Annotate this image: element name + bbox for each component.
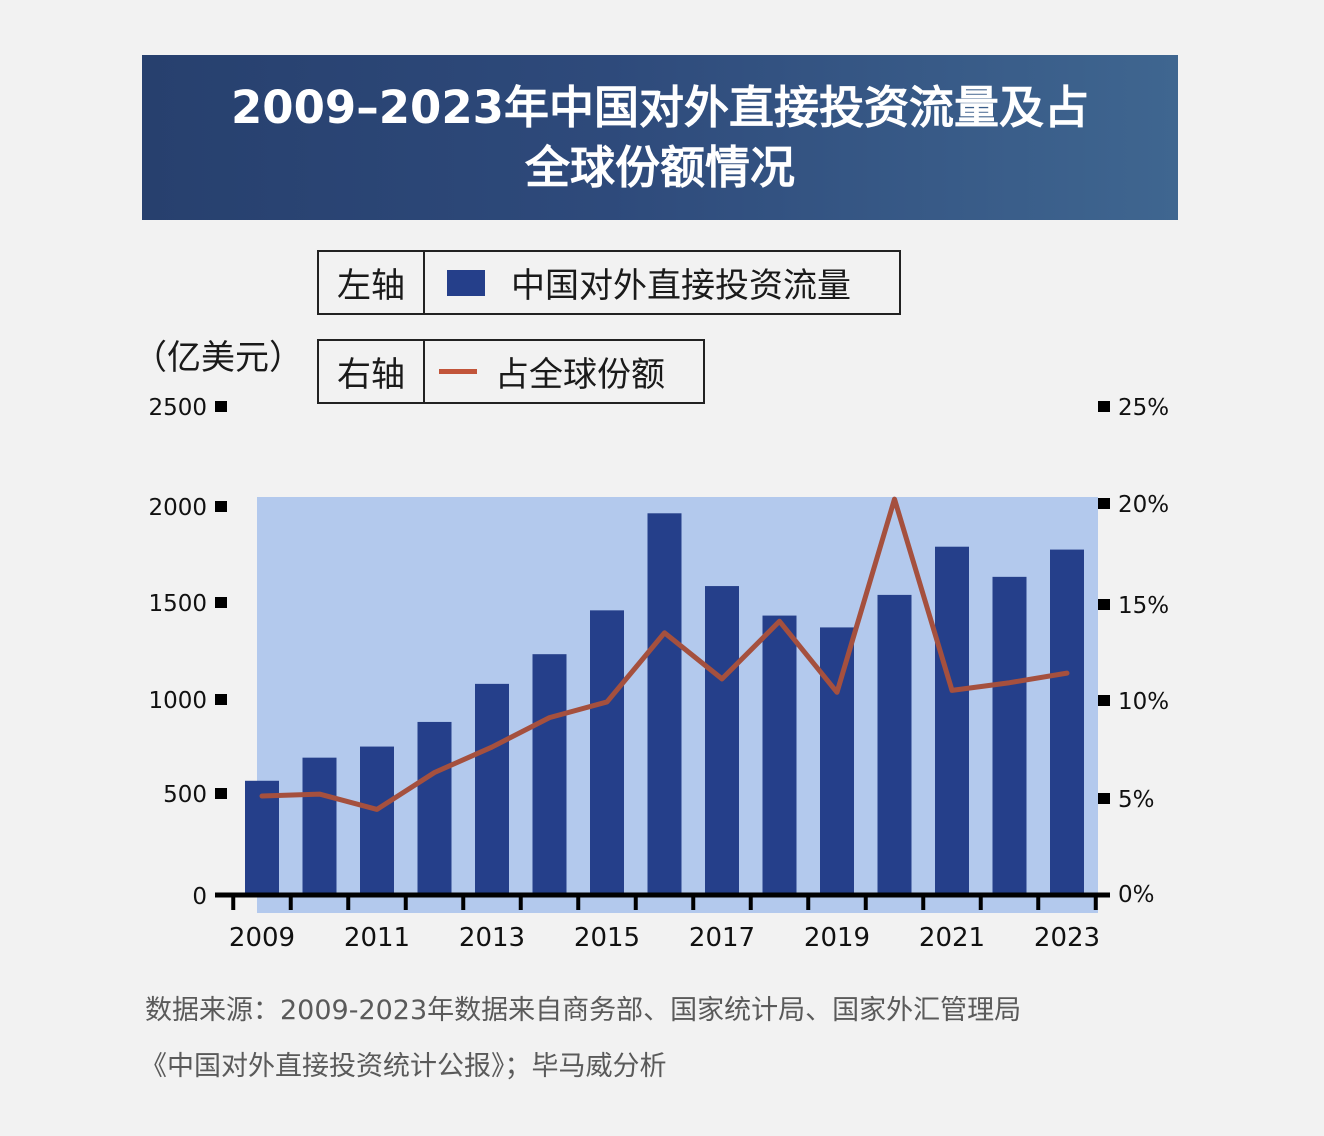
legend-bar-series: 中国对外直接投资流量 <box>425 252 871 313</box>
x-tick-label: 2009 <box>229 923 295 953</box>
source-line2: 《中国对外直接投资统计公报》；毕马威分析 <box>140 1051 667 1082</box>
left-tick-label: 2000 <box>148 495 207 521</box>
bar-2015 <box>590 610 624 895</box>
legend-right-axis-label: 右轴 <box>319 341 425 402</box>
chart-title-line1: 2009–2023年中国对外直接投资流量及占 <box>231 80 1089 134</box>
bar-2021 <box>935 546 969 895</box>
bar-series-group <box>245 513 1084 895</box>
legend-right-axis: 右轴 占全球份额 <box>317 339 705 404</box>
source-line1: 数据来源：2009-2023年数据来自商务部、国家统计局、国家外汇管理局 <box>145 995 1022 1026</box>
x-axis-ticks: 2009 2011 2013 2015 2017 2019 2021 2023 <box>229 895 1100 953</box>
legend-left-axis: 左轴 中国对外直接投资流量 <box>317 250 901 315</box>
legend-line-series-label: 占全球份额 <box>495 355 665 395</box>
right-tick-mark <box>1098 695 1110 706</box>
line-swatch-icon <box>439 369 477 374</box>
left-tick-label: 0 <box>192 884 207 910</box>
left-tick-mark <box>215 597 227 608</box>
bar-2018 <box>762 615 797 895</box>
right-tick-label: 5% <box>1118 787 1155 813</box>
right-axis-ticks: 0% 5% 10% 15% 20% 25% <box>1098 395 1169 908</box>
left-tick-label: 2500 <box>148 395 207 421</box>
bar-2012 <box>417 721 452 895</box>
left-tick-label: 1000 <box>148 688 207 714</box>
left-axis-unit-label: （亿美元） <box>133 338 303 378</box>
right-tick-label: 0% <box>1118 882 1155 908</box>
right-tick-label: 25% <box>1118 395 1169 421</box>
x-tick-label: 2011 <box>344 923 410 953</box>
x-tick-label: 2015 <box>574 923 640 953</box>
bar-2017 <box>705 586 739 895</box>
legend-line-series: 占全球份额 <box>425 341 685 402</box>
legend-bar-series-label: 中国对外直接投资流量 <box>511 266 851 306</box>
bar-2011 <box>360 746 394 895</box>
title-banner: 2009–2023年中国对外直接投资流量及占 全球份额情况 <box>142 55 1178 220</box>
bar-2023 <box>1050 549 1084 895</box>
right-tick-mark <box>1098 793 1110 804</box>
right-tick-label: 20% <box>1118 492 1169 518</box>
left-tick-mark <box>215 694 227 705</box>
left-tick-mark <box>215 501 227 512</box>
plot-background <box>257 497 1098 913</box>
x-tick-label: 2013 <box>459 923 525 953</box>
bar-2009 <box>245 780 279 895</box>
legend-left-axis-label: 左轴 <box>319 252 425 313</box>
bar-2014 <box>532 654 567 895</box>
x-tick-label: 2021 <box>919 923 985 953</box>
x-tick-label: 2019 <box>804 923 870 953</box>
bar-2020 <box>877 594 912 895</box>
left-tick-mark <box>215 401 227 412</box>
chart-title-line2: 全球份额情况 <box>524 140 795 194</box>
x-tick-label: 2017 <box>689 923 755 953</box>
right-tick-label: 15% <box>1118 593 1169 619</box>
right-tick-mark <box>1098 401 1110 412</box>
bar-2019 <box>820 627 854 895</box>
bar-2022 <box>992 576 1027 895</box>
bar-2016 <box>647 513 682 895</box>
right-tick-mark <box>1098 498 1110 509</box>
right-tick-mark <box>1098 599 1110 610</box>
right-tick-label: 10% <box>1118 689 1169 715</box>
left-tick-label: 500 <box>163 782 207 808</box>
bar-2013 <box>475 683 509 895</box>
share-line-series <box>259 496 1070 812</box>
left-tick-label: 1500 <box>148 591 207 617</box>
bar-2010 <box>302 757 337 895</box>
left-tick-mark <box>215 788 227 799</box>
x-tick-label: 2023 <box>1034 923 1100 953</box>
left-axis-ticks: 0 500 1000 1500 2000 2500 <box>148 395 227 910</box>
bar-swatch-icon <box>447 269 485 296</box>
